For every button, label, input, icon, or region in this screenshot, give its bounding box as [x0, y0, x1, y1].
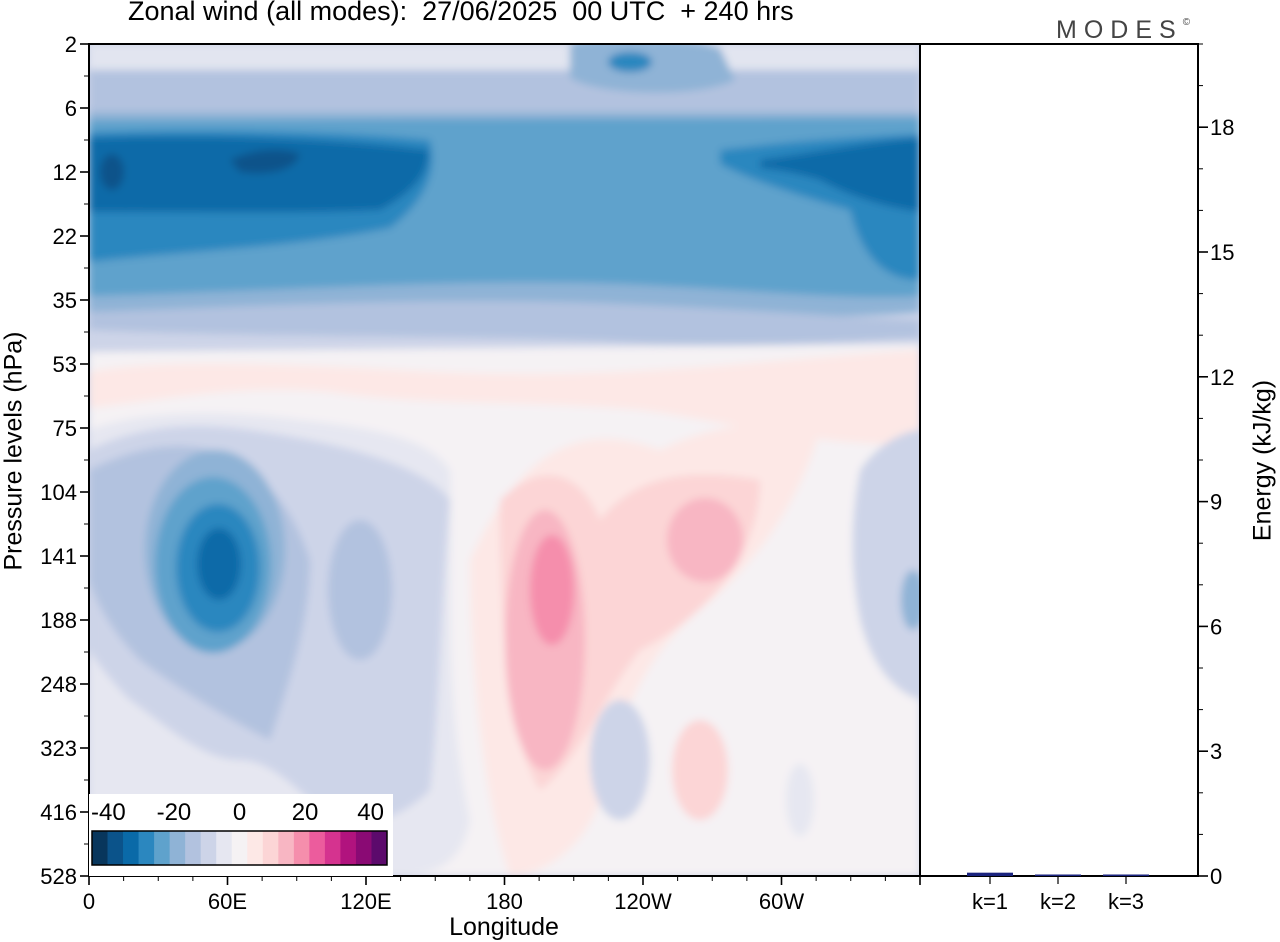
y-tick-label: 12 — [53, 160, 77, 185]
colorbar-cell — [355, 831, 372, 865]
energy-tick-label: 15 — [1210, 240, 1234, 265]
y-tick-label: 2 — [65, 32, 77, 57]
colorbar: -40 -20 0 20 40 — [89, 794, 393, 876]
heatmap-panel — [89, 44, 920, 876]
modes-logo: MODES© — [1056, 16, 1191, 44]
y-tick-label: 416 — [40, 800, 77, 825]
energy-category-label: k=3 — [1108, 889, 1144, 914]
energy-tick-label: 9 — [1210, 490, 1222, 515]
y-tick-label: 75 — [53, 416, 77, 441]
colorbar-cell — [247, 831, 264, 865]
y-tick-label: 104 — [40, 480, 77, 505]
y-tick-label: 35 — [53, 288, 77, 313]
y-tick-label: 188 — [40, 608, 77, 633]
colorbar-cell — [138, 831, 155, 865]
y-tick-label: 6 — [65, 96, 77, 121]
energy-tick-label: 3 — [1210, 739, 1222, 764]
colorbar-cell — [92, 831, 108, 865]
energy-category-label: k=1 — [972, 889, 1008, 914]
colorbar-cell — [324, 831, 341, 865]
colorbar-cell — [200, 831, 217, 865]
x-tick-label: 120E — [340, 889, 391, 914]
energy-tick-label: 6 — [1210, 614, 1222, 639]
colorbar-label: -20 — [157, 799, 192, 826]
energy-bars: k=1 k=2 k=3 — [967, 872, 1149, 914]
energy-bar — [1103, 874, 1149, 876]
energy-tick-label: 0 — [1210, 864, 1222, 889]
colorbar-cell — [262, 831, 279, 865]
y-tick-label: 528 — [40, 864, 77, 889]
x-tick-label: 60W — [759, 889, 804, 914]
x-tick-label: 180 — [486, 889, 523, 914]
colorbar-label: 0 — [233, 799, 246, 826]
energy-category-label: k=2 — [1040, 889, 1076, 914]
energy-bar — [967, 872, 1013, 876]
y-tick-label: 323 — [40, 736, 77, 761]
energy-tick-label: 12 — [1210, 365, 1234, 390]
colorbar-label: -40 — [91, 799, 126, 826]
colorbar-cell — [185, 831, 202, 865]
colorbar-cell — [278, 831, 295, 865]
colorbar-cell — [169, 831, 186, 865]
energy-bar — [1035, 874, 1081, 876]
x-tick-label: 0 — [83, 889, 95, 914]
y-tick-label: 141 — [40, 544, 77, 569]
energy-panel: 0 3 6 9 12 15 18 k=1 k=2 k=3 — [919, 43, 1234, 914]
colorbar-cell — [107, 831, 124, 865]
colorbar-label: 20 — [292, 799, 319, 826]
y-axis-ticks: 2 6 12 22 35 53 75 104 141 188 248 323 416 528 — [40, 32, 89, 889]
colorbar-cell — [216, 831, 233, 865]
y-tick-label: 53 — [53, 352, 77, 377]
energy-axis-ticks: 0 3 6 9 12 15 18 — [1198, 43, 1234, 889]
colorbar-label: 40 — [357, 799, 384, 826]
x-tick-label: 120W — [614, 889, 672, 914]
energy-tick-label: 18 — [1210, 115, 1234, 140]
colorbar-cell — [231, 831, 248, 865]
colorbar-cell — [123, 831, 139, 865]
colorbar-cell — [371, 831, 388, 865]
colorbar-cell — [340, 831, 357, 865]
colorbar-cell — [309, 831, 326, 865]
colorbar-cell — [293, 831, 310, 865]
x-axis-ticks: 0 60E 120E 180 120W 60W — [83, 876, 921, 914]
x-tick-label: 60E — [208, 889, 247, 914]
chart-title: Zonal wind (all modes): 27/06/2025 00 UT… — [128, 0, 794, 26]
x-axis-label: Longitude — [449, 913, 559, 941]
y-tick-label: 248 — [40, 672, 77, 697]
y-tick-label: 22 — [53, 224, 77, 249]
colorbar-cell — [154, 831, 171, 865]
